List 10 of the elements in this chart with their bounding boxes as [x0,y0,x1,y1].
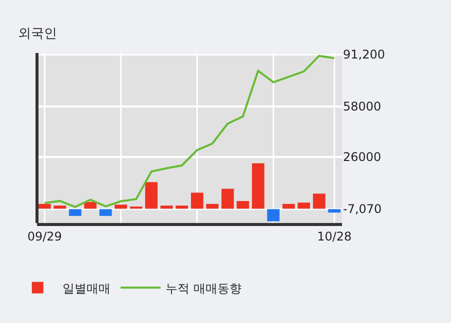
y-tick-label: 26000 [343,150,382,164]
legend-label: 일별매매 [62,281,111,296]
chart-title: 외국인 [18,26,57,42]
legend-label: 누적 매매동향 [166,281,242,296]
y-tick-label: 58000 [343,100,382,114]
y-tick-label: -7,070 [343,202,382,216]
line-series [44,54,336,208]
x-tick-label: 10/28 [317,229,352,244]
y-tick-label: 91,200 [343,47,385,62]
x-tick-label: 09/29 [27,229,62,244]
